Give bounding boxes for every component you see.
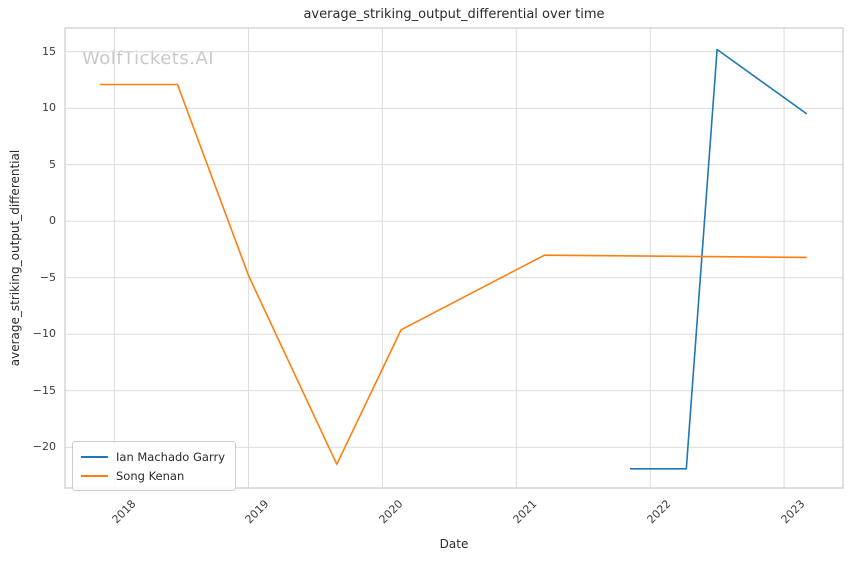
legend-label: Song Kenan (116, 468, 185, 483)
y-tick-label: 5 (49, 157, 56, 171)
series-line-ian-machado-garry (630, 48, 808, 470)
y-tick-label: 0 (49, 214, 56, 228)
y-axis-label: average_striking_output_differential (8, 149, 22, 367)
y-tick-label: −20 (32, 440, 56, 454)
y-tick-label: 15 (42, 44, 56, 58)
legend-line-swatch (81, 474, 108, 477)
legend-line-swatch (81, 455, 108, 458)
y-tick-label: −5 (39, 270, 56, 284)
y-tick-label: −15 (32, 383, 56, 397)
legend-item: Song Kenan (81, 466, 225, 485)
legend: Ian Machado Garry Song Kenan (72, 441, 237, 491)
y-tick-label: 10 (42, 101, 56, 115)
series-line-song-kenan (99, 83, 807, 466)
x-axis-label: Date (439, 537, 469, 551)
chart-title: average_striking_output_differential ove… (303, 7, 605, 22)
y-tick-label: −10 (32, 327, 56, 341)
legend-item: Ian Machado Garry (81, 447, 225, 466)
plot-border (64, 27, 844, 489)
legend-label: Ian Machado Garry (116, 449, 226, 464)
